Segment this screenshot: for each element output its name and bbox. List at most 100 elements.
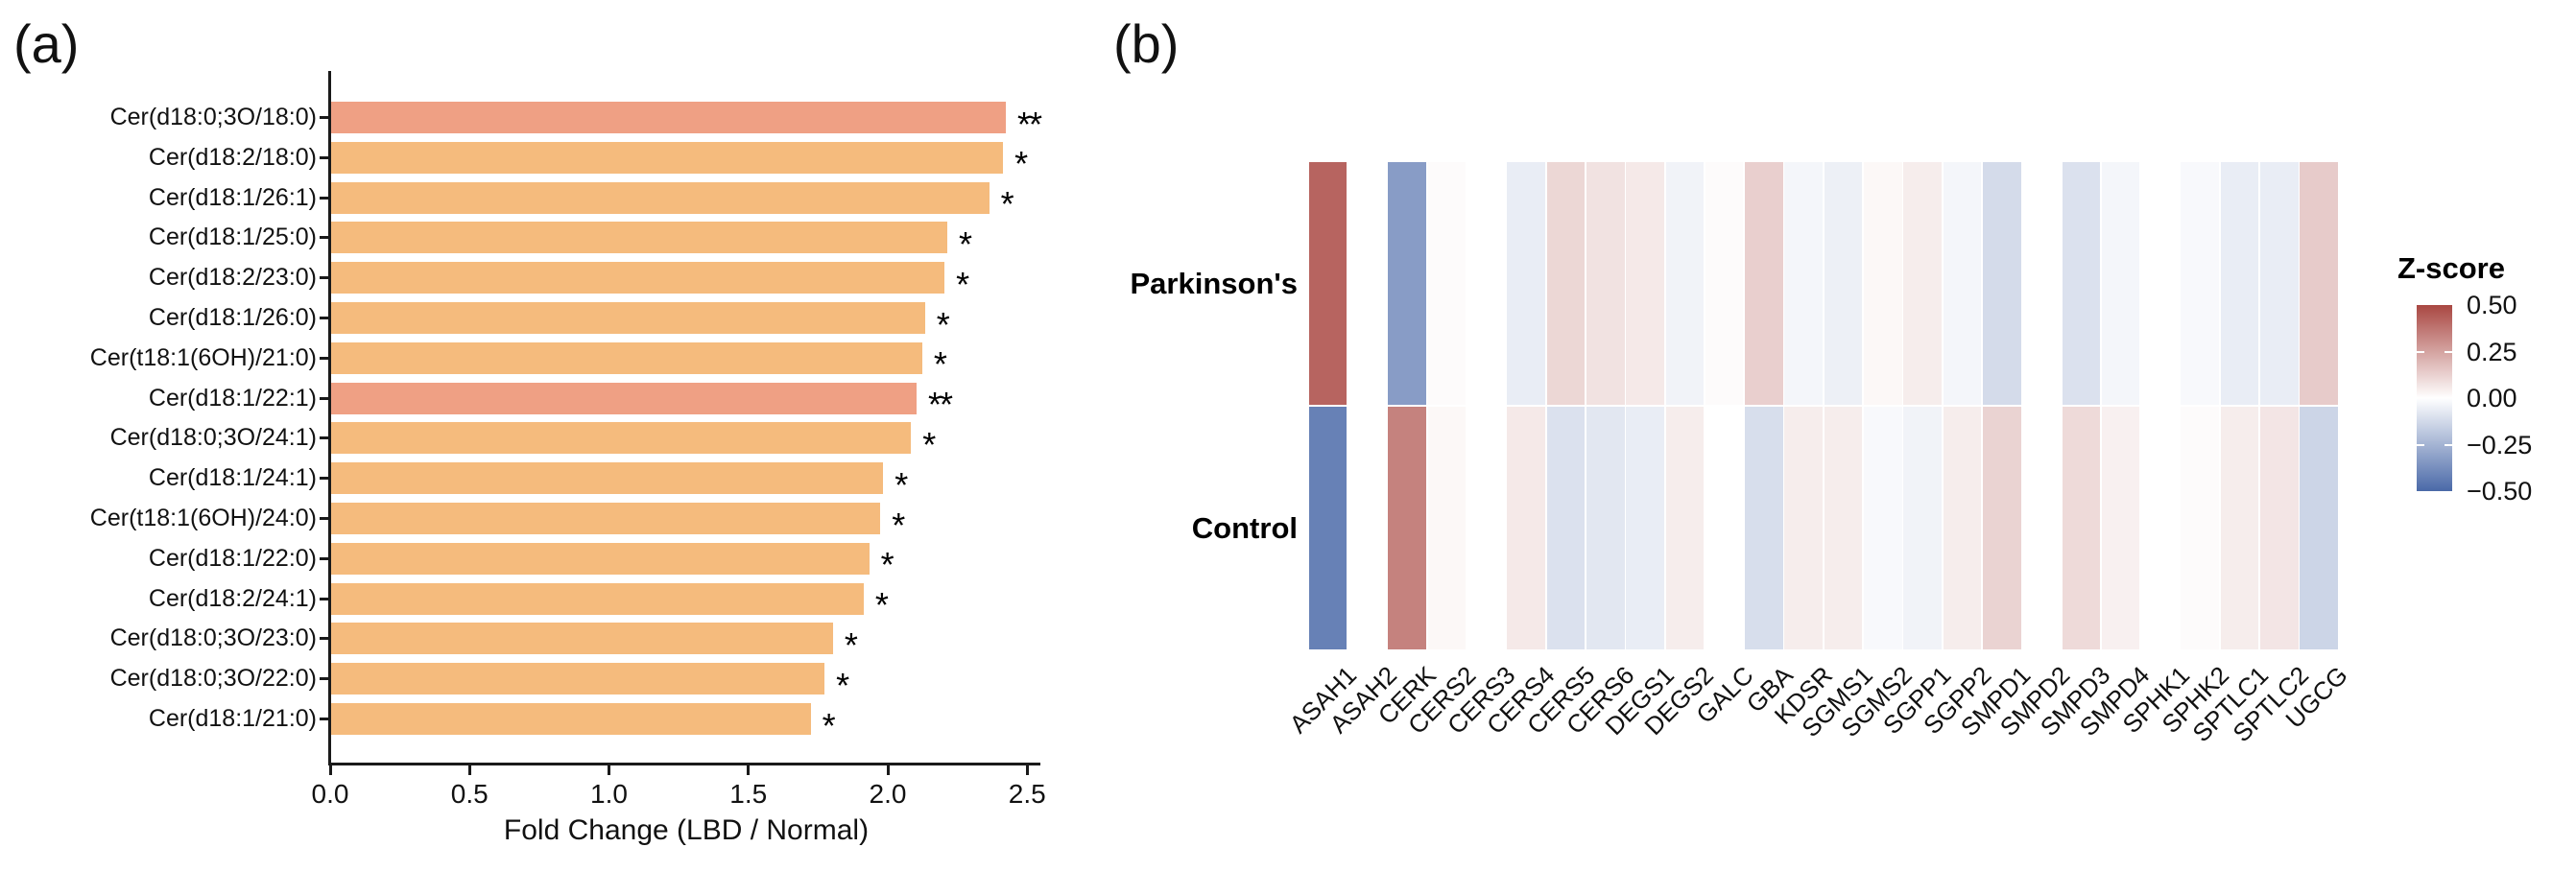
significance-text: **	[928, 385, 953, 425]
significance-text: *	[956, 264, 969, 304]
significance-marker: *	[1014, 142, 1028, 183]
colorbar-tick-label: 0.25	[2467, 337, 2517, 366]
bar-category-label: Cer(d18:0;3O/24:1)	[109, 424, 317, 452]
significance-text: *	[880, 545, 894, 585]
x-tick-label: 2.5	[1008, 779, 1046, 809]
heatmap-cell	[1507, 407, 1545, 649]
significance-text: *	[892, 505, 905, 545]
heatmap-cell	[2300, 162, 2338, 405]
heatmap-cell	[1388, 162, 1427, 405]
colorbar-tick-notch	[2445, 350, 2452, 353]
bar-category-label: Cer(d18:1/24:1)	[148, 464, 317, 492]
bar	[331, 582, 864, 615]
x-axis-spine	[328, 763, 1040, 765]
heatmap-cell	[1943, 407, 1982, 649]
bar	[331, 462, 884, 495]
y-tick-mark	[320, 597, 328, 600]
heatmap-cell	[1705, 407, 1744, 649]
heatmap-cell	[1824, 162, 1863, 405]
x-tick-mark	[886, 765, 890, 775]
bar	[331, 141, 1004, 174]
heatmap-cell	[1943, 162, 1982, 405]
bar	[331, 262, 945, 294]
bar	[331, 703, 811, 735]
colorbar-gradient	[2417, 305, 2452, 491]
heatmap-cell	[1586, 162, 1625, 405]
panel-b-label: (b)	[1113, 13, 1180, 74]
x-tick-label: 2.0	[869, 779, 907, 809]
significance-marker: *	[881, 543, 894, 584]
colorbar-tick-label: −0.50	[2467, 477, 2533, 506]
y-tick-mark	[320, 317, 328, 319]
significance-marker: *	[836, 663, 849, 705]
heatmap-cell	[1586, 407, 1625, 649]
heatmap-cell	[2260, 407, 2299, 649]
colorbar-tick-notch	[2417, 443, 2424, 446]
heatmap-cell	[1348, 407, 1387, 649]
colorbar-tick-notch	[2445, 443, 2452, 446]
significance-marker: *	[823, 703, 836, 745]
y-tick-mark	[320, 637, 328, 641]
bar	[331, 503, 881, 534]
bar	[331, 181, 990, 214]
heatmap-cell	[1705, 162, 1744, 405]
bar-category-label: Cer(d18:1/26:0)	[148, 304, 317, 331]
significance-marker: *	[956, 262, 969, 304]
heatmap-cell	[2141, 162, 2180, 405]
heatmap-cell	[1626, 407, 1664, 649]
significance-marker: *	[934, 342, 947, 384]
bar-category-label: Cer(d18:1/25:0)	[148, 224, 317, 251]
x-tick-mark	[1025, 765, 1029, 775]
panel-a-label: (a)	[13, 13, 80, 74]
heatmap-cell	[1903, 162, 1942, 405]
heatmap-cell	[1864, 162, 1902, 405]
heatmap-cell	[1745, 162, 1783, 405]
heatmap-cell	[2022, 162, 2061, 405]
y-tick-mark	[320, 236, 328, 240]
y-tick-mark	[320, 677, 328, 681]
significance-text: *	[894, 464, 908, 505]
heatmap-cell	[2101, 407, 2140, 649]
y-tick-mark	[320, 276, 328, 280]
heatmap-cell	[1864, 407, 1902, 649]
y-tick-mark	[320, 556, 328, 560]
colorbar-title: Z-score	[2397, 251, 2505, 285]
significance-marker: **	[928, 383, 953, 424]
heatmap-cell	[1903, 407, 1942, 649]
colorbar-tick-notch	[2417, 350, 2424, 353]
significance-text: *	[922, 424, 936, 464]
heatmap-cell	[2062, 162, 2101, 405]
significance-text: *	[836, 665, 849, 705]
significance-marker: *	[959, 222, 972, 264]
bar-category-label: Cer(d18:1/26:1)	[148, 183, 317, 211]
y-tick-mark	[320, 196, 328, 200]
significance-marker: *	[875, 583, 889, 624]
heatmap-cell	[1665, 162, 1705, 405]
significance-text: *	[1014, 144, 1028, 184]
heatmap-cell	[1467, 162, 1506, 405]
heatmap-cell	[1467, 407, 1506, 649]
bar-category-label: Cer(d18:0;3O/18:0)	[109, 104, 317, 130]
x-tick-label: 1.5	[729, 779, 768, 809]
heatmap-cell	[1982, 407, 2021, 649]
heatmap-cell	[2260, 162, 2299, 405]
x-tick-label: 1.0	[590, 779, 628, 809]
y-axis-spine	[328, 71, 331, 765]
heatmap-cell	[1626, 162, 1664, 405]
heatmap-cell	[2022, 407, 2061, 649]
bar	[331, 422, 912, 455]
bar	[331, 222, 947, 254]
y-tick-mark	[320, 436, 328, 440]
x-axis-title: Fold Change (LBD / Normal)	[503, 814, 870, 846]
heatmap-cell	[2101, 162, 2140, 405]
heatmap-row-label: Parkinson's	[1130, 266, 1299, 300]
significance-marker: *	[845, 623, 858, 665]
heatmap-cell	[1546, 162, 1586, 405]
heatmap-cell	[2220, 162, 2259, 405]
heatmap-cell	[2220, 407, 2259, 649]
heatmap-cell	[1507, 162, 1545, 405]
x-tick-mark	[328, 765, 332, 775]
bar	[331, 302, 925, 334]
x-tick-label: 0.5	[450, 779, 489, 809]
